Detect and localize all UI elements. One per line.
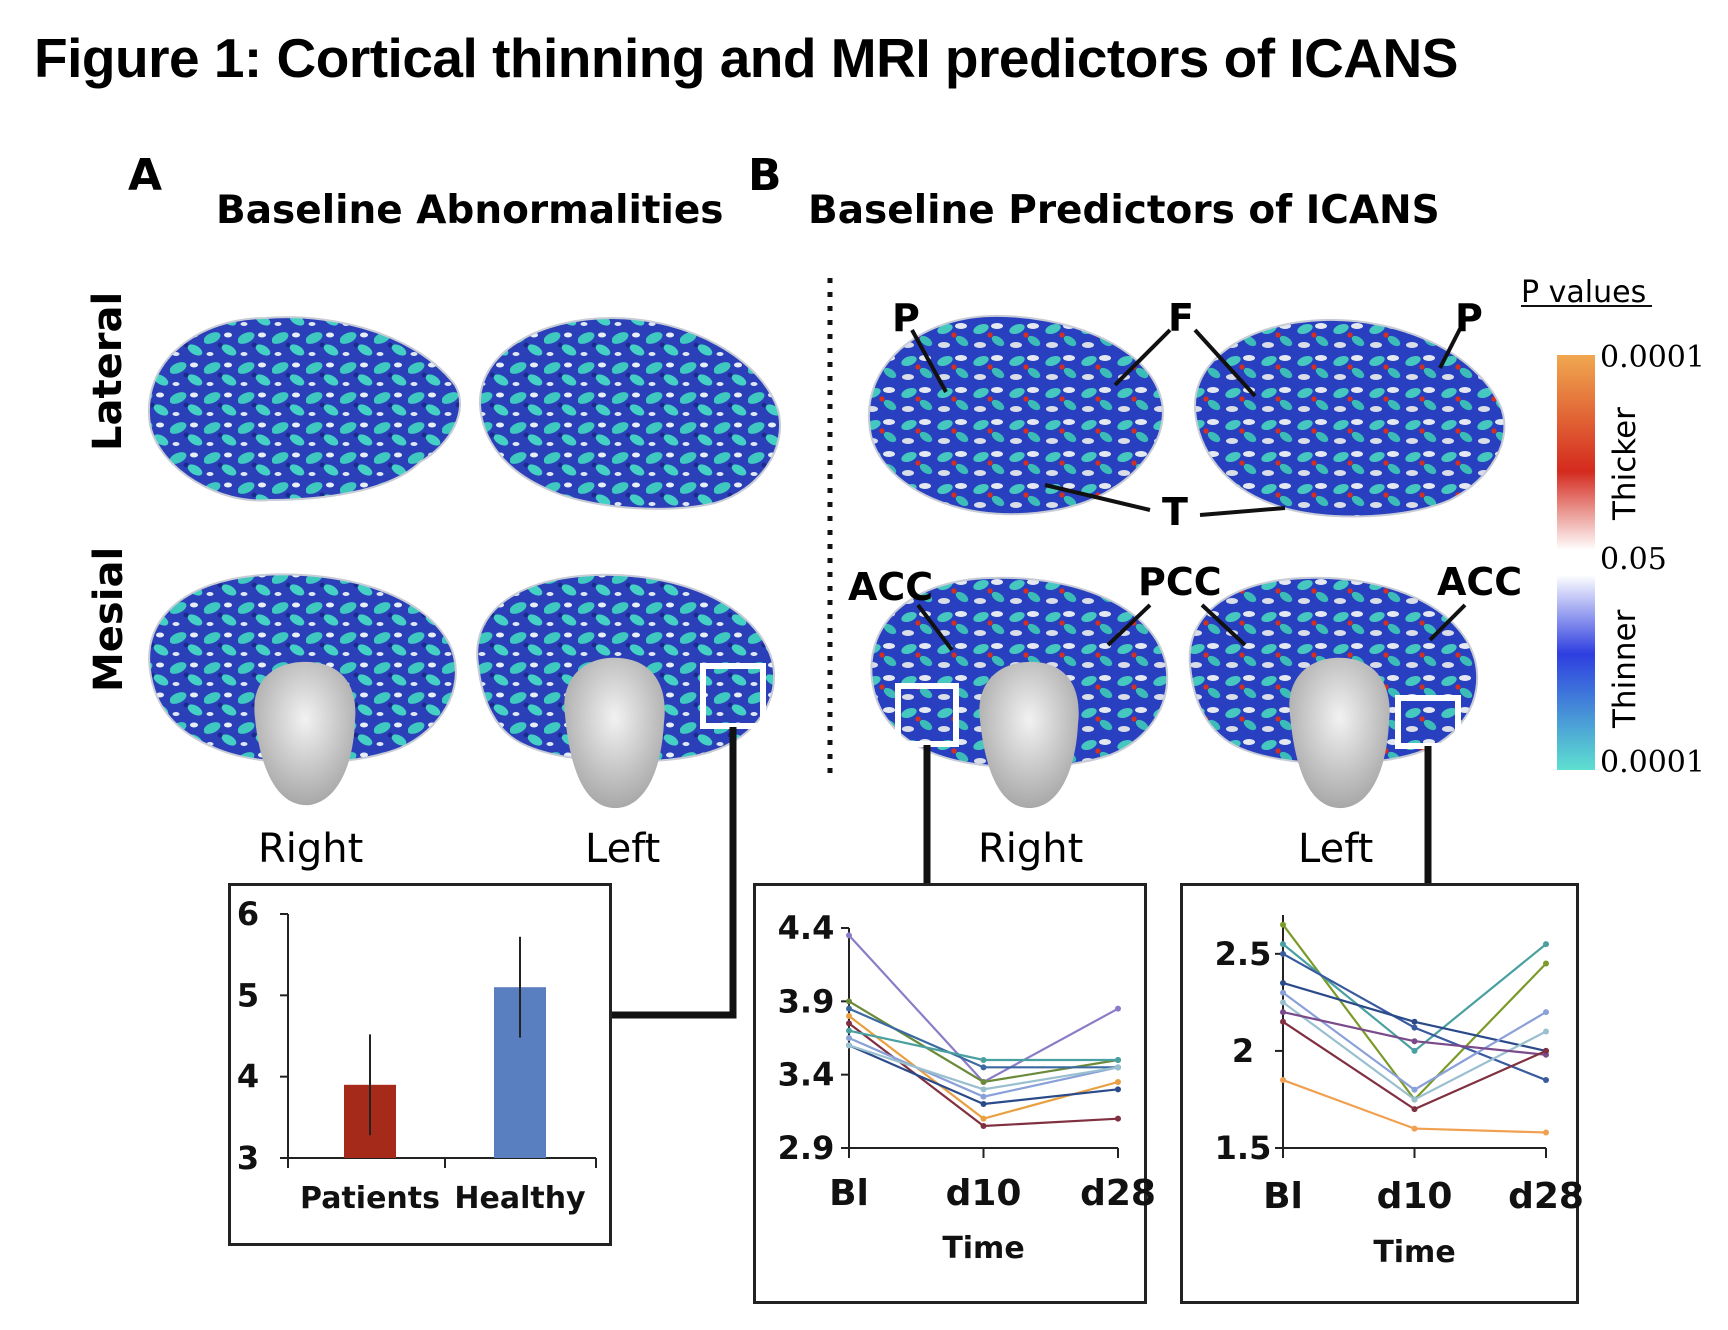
- color-scale-bottom-value: 0.0001: [1600, 745, 1705, 780]
- region-label-parietal-left: P: [1455, 296, 1483, 340]
- p-value-color-bar: [1557, 355, 1595, 770]
- panel-b-right-label: Right: [978, 826, 1084, 872]
- figure-title: Figure 1: Cortical thinning and MRI pred…: [34, 27, 1458, 89]
- color-scale-thicker-label: Thicker: [1607, 407, 1643, 520]
- region-label-parietal-right: P: [892, 296, 920, 340]
- region-label-acc-left: ACC: [1437, 560, 1523, 604]
- region-label-frontal: F: [1168, 296, 1194, 340]
- panel-a-letter: A: [128, 150, 163, 201]
- line-chart-left-box: [1180, 883, 1579, 1304]
- region-label-pcc: PCC: [1138, 560, 1222, 604]
- region-label-temporal: T: [1162, 490, 1188, 534]
- panel-a-right-label: Right: [258, 826, 364, 872]
- line-chart-right-box: [753, 883, 1147, 1304]
- panel-a-title: Baseline Abnormalities: [216, 188, 724, 233]
- color-scale-top-value: 0.0001: [1600, 340, 1705, 375]
- color-scale-thinner-label: Thinner: [1607, 609, 1643, 728]
- bar-chart-box: [228, 883, 612, 1246]
- region-label-acc-right: ACC: [848, 565, 934, 609]
- panel-b-title: Baseline Predictors of ICANS: [808, 188, 1440, 233]
- color-scale-middle-value: 0.05: [1600, 542, 1667, 577]
- color-scale-title: P values: [1521, 275, 1647, 310]
- panel-b-letter: B: [748, 150, 782, 201]
- panel-b-left-label: Left: [1298, 826, 1374, 872]
- panel-a-left-label: Left: [585, 826, 661, 872]
